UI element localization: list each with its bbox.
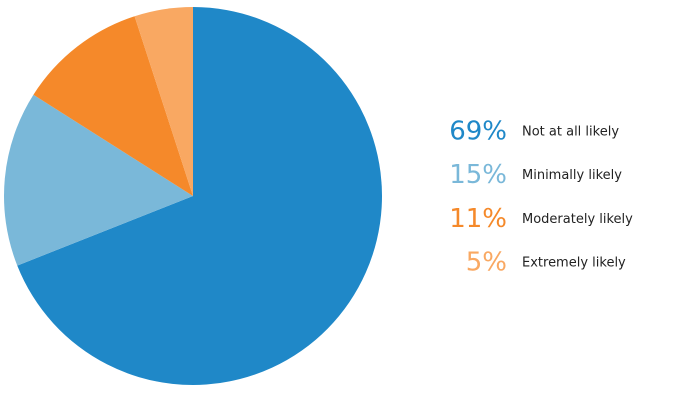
pie-slice	[17, 7, 382, 386]
legend-value: 5%	[466, 248, 507, 278]
legend-label: Moderately likely	[522, 212, 633, 227]
pie-slice	[3, 94, 194, 266]
legend-value: 11%	[449, 204, 507, 234]
legend-label: Not at all likely	[522, 125, 619, 140]
pie-slice	[33, 16, 193, 196]
legend-value: 15%	[449, 160, 507, 190]
legend-label: Minimally likely	[522, 168, 622, 183]
legend-value: 69%	[449, 117, 507, 147]
pie-slice	[134, 7, 193, 196]
legend-label: Extremely likely	[522, 256, 626, 271]
